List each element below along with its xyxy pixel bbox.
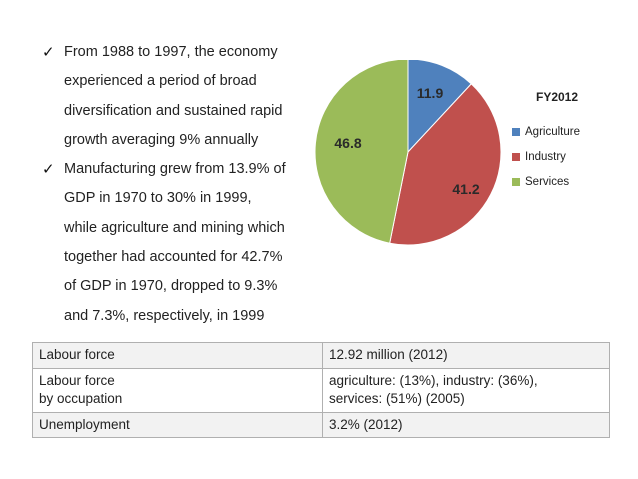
checkmark-icon: ✓: [42, 160, 55, 179]
pie-chart: 11.9 41.2 46.8: [314, 60, 502, 246]
chart-title: FY2012: [536, 90, 579, 104]
checkmark-icon: ✓: [42, 43, 55, 61]
table-cell-key: Unemployment: [32, 411, 323, 438]
data-label-industry: 41.2: [452, 181, 479, 197]
data-label-agriculture: 11.9: [417, 85, 444, 101]
bullet-item: ✓ From 1988 to 1997, the economy experie…: [42, 38, 322, 155]
legend-item-agriculture: Agriculture: [512, 126, 580, 138]
legend-label: Industry: [525, 151, 566, 163]
legend-label: Agriculture: [525, 126, 580, 138]
chart-legend: FY2012 Agriculture Industry Services: [512, 90, 580, 201]
legend-swatch: [512, 178, 520, 186]
legend-item-services: Services: [512, 176, 580, 188]
table-cell-key: Labour force: [32, 342, 323, 369]
table-cell-value: 12.92 million (2012): [322, 342, 610, 369]
bullet-line: of GDP in 1970, dropped to 9.3%: [64, 278, 278, 295]
table-cell-value: 3.2% (2012): [322, 411, 610, 438]
data-label-services: 46.8: [334, 135, 361, 151]
bullet-item: ✓ Manufacturing grew from 13.9% of GDP i…: [42, 155, 322, 331]
table-row: Unemployment 3.2% (2012): [32, 411, 610, 438]
bullet-list: ✓ From 1988 to 1997, the economy experie…: [42, 38, 322, 331]
bullet-line: experienced a period of broad: [64, 73, 257, 90]
bullet-line: and 7.3%, respectively, in 1999: [64, 307, 265, 324]
pie-slice-services: [314, 60, 409, 244]
pie-slice-agriculture: [407, 60, 472, 154]
bullet-line: diversification and sustained rapid: [64, 102, 283, 119]
table-row: Labour force 12.92 million (2012): [32, 342, 610, 369]
table-row: Labour force by occupation agriculture: …: [32, 367, 610, 413]
bullet-line: growth averaging 9% annually: [64, 131, 259, 148]
legend-swatch: [512, 128, 520, 136]
bullet-line: together had accounted for 42.7%: [64, 249, 283, 266]
table-cell-value: agriculture: (13%), industry: (36%), ser…: [322, 367, 610, 413]
bullet-line: From 1988 to 1997, the economy: [64, 44, 278, 60]
bullet-line: while agriculture and mining which: [64, 219, 285, 236]
legend-item-industry: Industry: [512, 151, 580, 163]
pie-slice-industry: [389, 83, 502, 246]
bullet-line: Manufacturing grew from 13.9% of: [64, 161, 286, 178]
bullet-line: GDP in 1970 to 30% in 1999,: [64, 190, 252, 207]
legend-label: Services: [525, 176, 570, 188]
labour-table: Labour force 12.92 million (2012) Labour…: [32, 342, 610, 438]
legend-swatch: [512, 153, 520, 161]
table-cell-key: Labour force by occupation: [32, 367, 323, 413]
